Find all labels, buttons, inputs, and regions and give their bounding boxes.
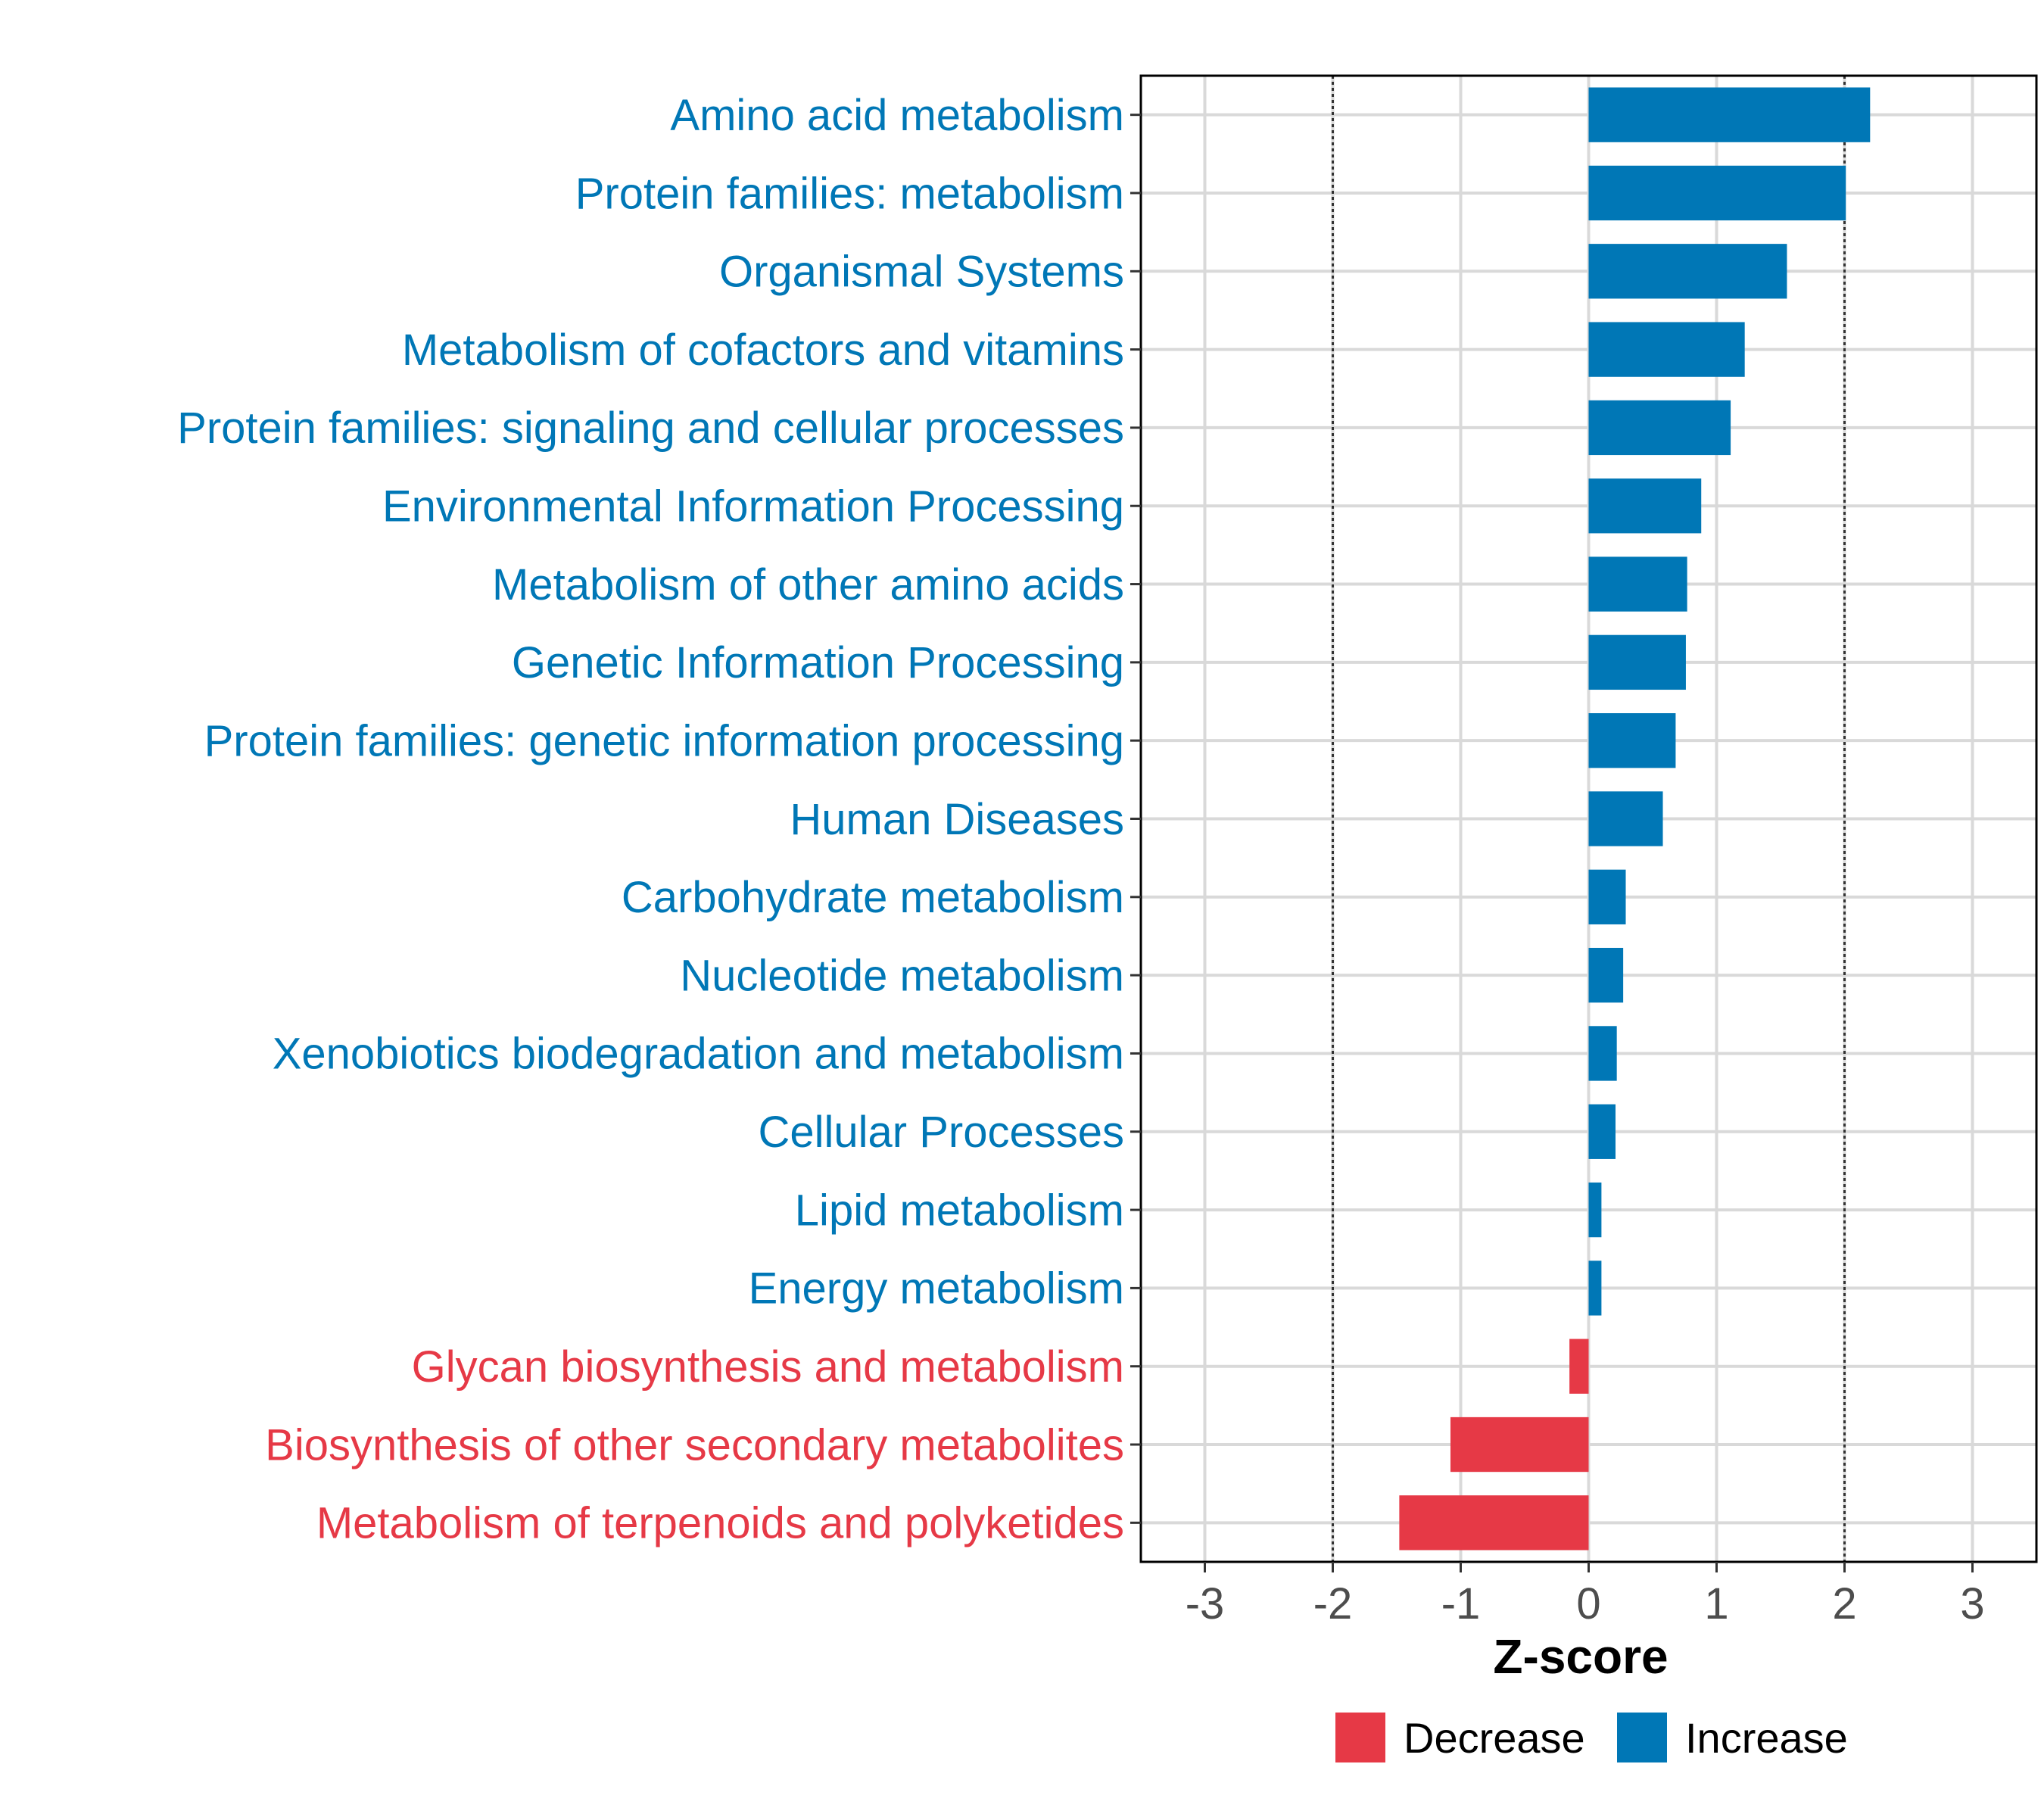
y-tick-label: Amino acid metabolism <box>670 91 1124 140</box>
y-tick-label: Energy metabolism <box>749 1264 1124 1314</box>
legend-swatch <box>1335 1713 1385 1762</box>
x-tick-label: 1 <box>1704 1579 1728 1628</box>
x-tick-label: 2 <box>1832 1579 1856 1628</box>
bar <box>1588 556 1687 612</box>
x-tick-label: -2 <box>1313 1579 1353 1628</box>
bar <box>1569 1339 1589 1394</box>
y-tick-label: Xenobiotics biodegradation and metabolis… <box>273 1030 1124 1079</box>
y-tick-label: Biosynthesis of other secondary metaboli… <box>265 1420 1124 1469</box>
y-tick-label: Metabolism of other amino acids <box>492 560 1124 609</box>
x-tick-label: 3 <box>1960 1579 1984 1628</box>
bar <box>1588 1026 1617 1081</box>
bar <box>1399 1495 1589 1551</box>
y-tick-label: Protein families: genetic information pr… <box>204 716 1124 765</box>
x-axis-ticks: -3 -2 -1 0 1 2 3 <box>1186 1562 1985 1628</box>
y-tick-label: Metabolism of cofactors and vitamins <box>402 326 1124 375</box>
bar <box>1588 869 1626 924</box>
x-axis-title: Z-score <box>1493 1629 1668 1684</box>
bar <box>1588 400 1731 456</box>
x-tick-label: -1 <box>1441 1579 1481 1628</box>
bar <box>1588 244 1787 299</box>
bar <box>1588 1104 1616 1159</box>
y-tick-label: Environmental Information Processing <box>382 482 1124 531</box>
bar <box>1588 87 1871 142</box>
bars <box>1399 87 1871 1551</box>
bar <box>1588 791 1663 846</box>
bar <box>1588 165 1846 221</box>
y-tick-label: Glycan biosynthesis and metabolism <box>412 1342 1124 1392</box>
reference-lines <box>1332 76 1846 1562</box>
x-tick-label: 0 <box>1576 1579 1600 1628</box>
y-tick-label: Nucleotide metabolism <box>680 951 1124 1000</box>
bar <box>1588 947 1624 1003</box>
y-tick-label: Protein families: metabolism <box>575 169 1124 218</box>
y-tick-label: Metabolism of terpenoids and polyketides <box>316 1499 1124 1548</box>
legend: Decrease Increase <box>1335 1713 1848 1762</box>
legend-swatch <box>1617 1713 1667 1762</box>
bar <box>1450 1417 1589 1473</box>
bar <box>1588 634 1686 690</box>
y-tick-label: Protein families: signaling and cellular… <box>177 404 1124 453</box>
y-axis-ticks <box>1130 114 1141 1524</box>
y-tick-label: Genetic Information Processing <box>512 638 1124 687</box>
y-tick-label: Organismal Systems <box>719 248 1124 297</box>
y-tick-label: Human Diseases <box>790 795 1124 844</box>
bar <box>1588 322 1745 377</box>
legend-label: Decrease <box>1404 1714 1585 1762</box>
bar <box>1588 713 1676 768</box>
bar <box>1588 478 1702 534</box>
bar <box>1588 1182 1602 1238</box>
y-tick-label: Cellular Processes <box>758 1108 1124 1157</box>
y-tick-label: Carbohydrate metabolism <box>622 873 1124 922</box>
y-axis-labels: Amino acid metabolism Protein families: m… <box>177 91 1124 1548</box>
legend-label: Increase <box>1685 1714 1848 1762</box>
y-tick-label: Lipid metabolism <box>795 1186 1124 1235</box>
x-tick-label: -3 <box>1186 1579 1225 1628</box>
bar <box>1588 1261 1602 1316</box>
